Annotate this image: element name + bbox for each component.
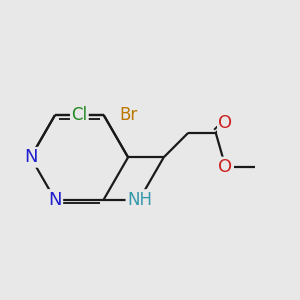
Text: O: O (218, 114, 233, 132)
Text: Cl: Cl (71, 106, 87, 124)
Text: NH: NH (127, 190, 152, 208)
Text: N: N (24, 148, 38, 166)
Text: O: O (218, 158, 233, 176)
Text: N: N (48, 190, 62, 208)
Text: Br: Br (119, 106, 137, 124)
